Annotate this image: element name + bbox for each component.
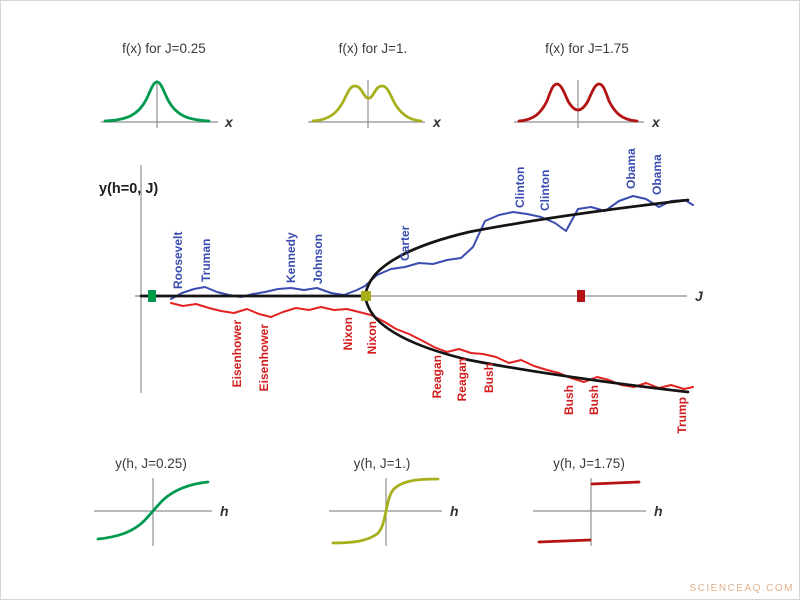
president-label-upper: Carter [398, 225, 412, 261]
bifurcation-upper-branch [363, 198, 690, 298]
president-label-lower: Trump [675, 397, 689, 434]
president-label-lower: Bush [562, 385, 576, 415]
mini-plot-response-j025: y(h, J=0.25) h [94, 456, 229, 546]
president-label-lower: Reagan [455, 358, 469, 401]
president-label-lower: Bush [482, 363, 496, 393]
mini-plot-response-j1: y(h, J=1.) h [329, 456, 459, 546]
watermark: SCIENCEAQ.COM [689, 583, 794, 594]
x-axis-label: x [432, 114, 442, 130]
president-label-upper: Clinton [513, 167, 527, 208]
plot-title: y(h, J=1.75) [553, 456, 625, 471]
president-label-lower: Eisenhower [230, 320, 244, 388]
response-curve-lower-branch [537, 538, 592, 544]
president-label-lower: Nixon [365, 321, 379, 354]
response-curve-upper-branch [590, 480, 641, 486]
president-label-lower: Nixon [341, 317, 355, 350]
president-label-upper: Truman [199, 239, 213, 282]
x-axis-label: J [695, 288, 704, 304]
democratic-series-line [170, 195, 694, 300]
mini-plot-response-j175: y(h, J=1.75) h [533, 456, 663, 546]
y-axis-label: y(h=0, J) [99, 181, 158, 197]
republican-series-line [170, 302, 694, 390]
president-label-upper: Johnson [311, 234, 325, 284]
president-label-upper: Roosevelt [171, 232, 185, 289]
x-axis-label: x [651, 114, 661, 130]
distribution-curve [517, 82, 639, 123]
distribution-curve [103, 80, 211, 123]
president-label-upper: Obama [624, 148, 638, 189]
main-bifurcation-chart: y(h=0, J) J Roosevelt Truman Kennedy Joh… [99, 148, 704, 434]
president-label-lower: Bush [587, 385, 601, 415]
president-label-upper: Obama [650, 154, 664, 195]
president-label-upper: Clinton [538, 170, 552, 211]
x-axis-label: h [220, 503, 229, 519]
x-axis-label: h [654, 503, 663, 519]
distribution-curve [311, 84, 423, 123]
j-marker-175 [577, 290, 585, 302]
j-marker-1 [361, 291, 371, 301]
president-label-upper: Kennedy [284, 232, 298, 283]
mini-plot-distribution-j175: f(x) for J=1.75 x [514, 41, 661, 130]
response-curve [96, 480, 210, 541]
mini-plot-distribution-j1: f(x) for J=1. x [308, 41, 442, 130]
plot-title: y(h, J=1.) [354, 456, 411, 471]
president-label-lower: Eisenhower [257, 324, 271, 392]
president-label-lower: Reagan [430, 355, 444, 398]
x-axis-label: h [450, 503, 459, 519]
response-curve [331, 477, 440, 545]
bifurcation-lower-branch [363, 294, 690, 394]
x-axis-label: x [224, 114, 234, 130]
plot-title: f(x) for J=1.75 [545, 41, 629, 56]
j-marker-025 [148, 290, 156, 302]
plot-title: f(x) for J=1. [339, 41, 408, 56]
plot-title: y(h, J=0.25) [115, 456, 187, 471]
plot-title: f(x) for J=0.25 [122, 41, 206, 56]
mini-plot-distribution-j025: f(x) for J=0.25 x [101, 41, 234, 130]
